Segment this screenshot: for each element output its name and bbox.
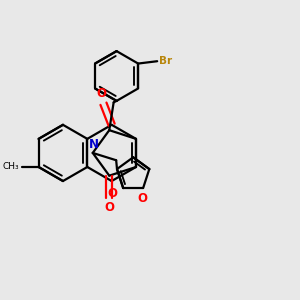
- Text: O: O: [104, 201, 114, 214]
- Text: O: O: [96, 87, 106, 100]
- Text: N: N: [88, 139, 99, 152]
- Text: O: O: [107, 188, 117, 200]
- Text: O: O: [137, 192, 147, 206]
- Text: Br: Br: [159, 56, 172, 66]
- Text: CH₃: CH₃: [3, 163, 19, 172]
